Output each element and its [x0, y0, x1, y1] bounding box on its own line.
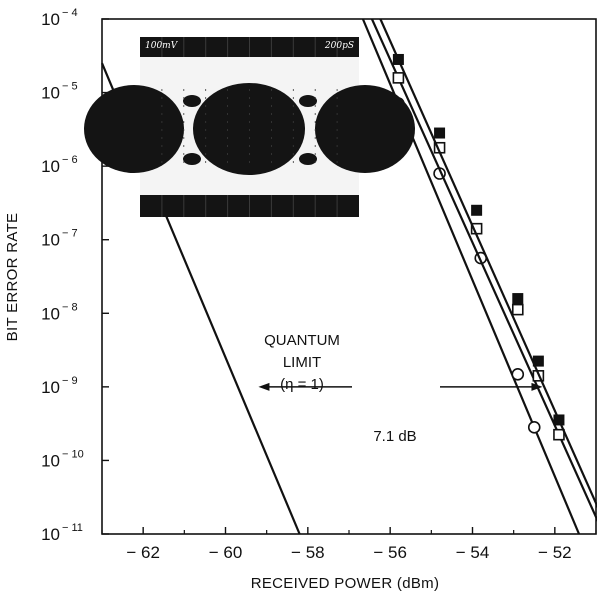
- ber-fit-line: [379, 18, 597, 509]
- x-axis-label: RECEIVED POWER (dBm): [251, 575, 440, 592]
- quantum-limit-efficiency: (η = 1): [280, 376, 324, 393]
- inset-label-right: 200pS: [324, 41, 354, 51]
- arrow-head-left: [258, 382, 270, 391]
- data-point-filled-square: [392, 53, 404, 65]
- eye-blob: [183, 95, 201, 107]
- x-tick-label: − 60: [209, 543, 243, 562]
- data-point-filled-square: [553, 414, 565, 426]
- eye-opening: [315, 85, 415, 173]
- data-point-filled-square: [532, 355, 544, 367]
- arrow-head-right: [531, 382, 543, 391]
- data-point-open-square: [553, 428, 565, 441]
- y-tick-exponent: − 8: [62, 301, 78, 313]
- x-tick-label: − 56: [373, 543, 407, 562]
- y-tick-label: 10: [41, 304, 60, 323]
- arrow-label: 7.1 dB: [373, 428, 416, 445]
- y-tick-label: 10: [41, 10, 60, 29]
- x-tick-label: − 62: [126, 543, 160, 562]
- data-point-circle: [511, 368, 525, 381]
- eye-opening: [193, 83, 305, 175]
- eye-opening: [84, 85, 184, 173]
- data-point-filled-square: [434, 127, 446, 139]
- y-tick-exponent: − 11: [62, 522, 83, 534]
- y-tick-exponent: − 7: [62, 228, 78, 240]
- x-tick-label: − 58: [291, 543, 325, 562]
- y-tick-exponent: − 9: [62, 375, 78, 387]
- data-point-filled-square: [512, 293, 524, 305]
- ber-fit-line: [370, 18, 597, 522]
- eye-blob: [183, 153, 201, 165]
- eye-blob: [299, 153, 317, 165]
- y-tick-label: 10: [41, 231, 60, 250]
- y-tick-label: 10: [41, 157, 60, 176]
- x-axis-ticks: − 62 − 60 − 58 − 56 − 54 − 52: [101, 527, 597, 562]
- eye-diagram-inset: 100mV 200pS: [84, 37, 415, 217]
- 7-1-db-arrow: [258, 382, 543, 391]
- quantum-limit-label-line2: LIMIT: [283, 354, 321, 371]
- y-tick-label: 10: [41, 378, 60, 397]
- y-tick-exponent: − 10: [62, 448, 84, 460]
- eye-blob: [299, 95, 317, 107]
- inset-label-left: 100mV: [145, 41, 179, 51]
- y-axis-label: BIT ERROR RATE: [4, 213, 21, 342]
- y-tick-exponent: − 5: [62, 81, 78, 93]
- y-tick-label: 10: [41, 84, 60, 103]
- x-tick-label: − 54: [456, 543, 490, 562]
- data-point-filled-square: [471, 204, 483, 216]
- y-tick-exponent: − 6: [62, 154, 78, 166]
- y-axis-ticks: 10− 410− 510− 610− 710− 810− 910− 1010− …: [41, 7, 109, 544]
- data-point-open-square: [511, 303, 524, 316]
- quantum-limit-label: QUANTUM: [264, 332, 340, 349]
- x-tick-label: − 52: [538, 543, 572, 562]
- data-point-circle: [527, 421, 541, 434]
- y-tick-label: 10: [41, 451, 60, 470]
- y-tick-label: 10: [41, 525, 60, 544]
- y-tick-exponent: − 4: [62, 7, 78, 19]
- data-point-open-square: [392, 72, 405, 84]
